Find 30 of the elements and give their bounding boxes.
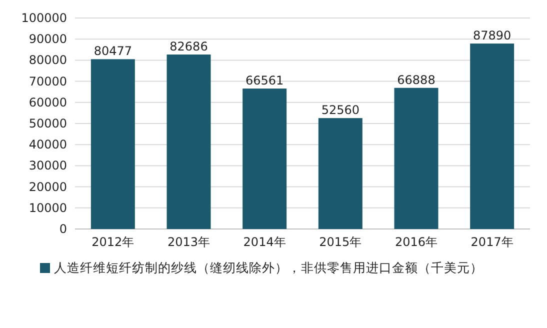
y-tick-label: 30000 — [28, 158, 67, 173]
data-label: 52560 — [321, 103, 360, 118]
y-tick-label: 70000 — [28, 74, 67, 88]
bar — [90, 59, 135, 229]
x-tick-label: 2013年 — [167, 235, 210, 249]
y-tick-label: 100000 — [21, 11, 67, 25]
bar — [470, 44, 514, 229]
x-tick-label: 2015年 — [319, 235, 362, 249]
y-tick-label: 40000 — [28, 138, 67, 152]
x-tick-label: 2012年 — [92, 235, 134, 249]
y-tick-label: 60000 — [28, 95, 67, 110]
x-tick-label: 2017年 — [470, 235, 514, 249]
y-tick-label: 10000 — [28, 200, 67, 215]
y-tick-label: 20000 — [28, 180, 67, 194]
bar — [318, 118, 362, 229]
y-tick-label: 90000 — [28, 32, 67, 46]
x-tick-label: 2014年 — [243, 235, 286, 249]
bar — [166, 54, 211, 229]
data-label: 80477 — [94, 44, 132, 58]
y-tick-label: 50000 — [28, 116, 67, 130]
y-tick-label: 0 — [59, 222, 67, 236]
data-label: 82686 — [170, 40, 208, 54]
legend-label: 人造纤维短纤纺制的纱线（缝纫线除外），非供零售用进口金额（千美元） — [54, 260, 483, 275]
data-label: 87890 — [472, 28, 512, 43]
y-tick-label: 80000 — [28, 53, 67, 68]
data-label: 66561 — [245, 74, 284, 88]
data-label: 66888 — [397, 72, 436, 87]
x-tick-label: 2016年 — [394, 235, 438, 249]
bar — [394, 88, 438, 229]
bar — [242, 88, 287, 229]
